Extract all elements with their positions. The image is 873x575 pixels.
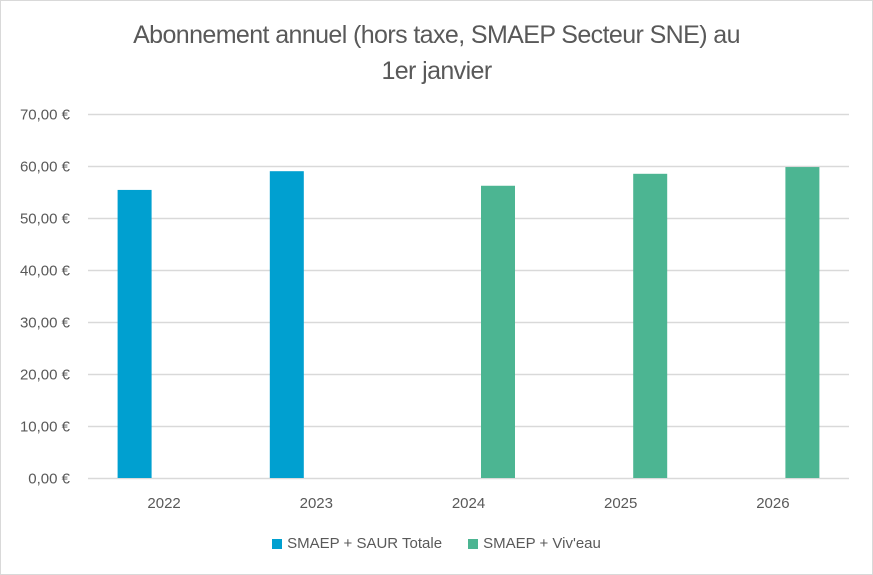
y-tick-label: 30,00 € — [20, 315, 71, 332]
y-tick-label: 70,00 € — [20, 107, 71, 124]
legend-swatch-saur — [272, 538, 283, 549]
legend-item-saur[interactable]: SMAEP + SAUR Totale — [272, 535, 442, 552]
x-tick-label: 2022 — [147, 495, 180, 512]
x-axis-ticks: 2022 2023 2024 2025 2026 — [147, 495, 789, 512]
x-tick-label: 2025 — [604, 495, 637, 512]
bar-2024[interactable] — [481, 185, 515, 478]
legend-label-viveau: SMAEP + Viv'eau — [483, 535, 601, 552]
chart-title: Abonnement annuel (hors taxe, SMAEP Sect… — [0, 17, 873, 89]
legend: SMAEP + SAUR Totale SMAEP + Viv'eau — [0, 535, 873, 552]
chart-title-line-2: 1er janvier — [381, 57, 492, 85]
bars — [117, 167, 820, 479]
legend-item-viveau[interactable]: SMAEP + Viv'eau — [468, 535, 601, 552]
gridlines — [88, 113, 849, 480]
bar-2025[interactable] — [633, 173, 668, 479]
x-tick-label: 2023 — [300, 495, 333, 512]
y-tick-label: 0,00 € — [28, 471, 70, 488]
y-tick-label: 50,00 € — [20, 211, 71, 228]
bar-2026[interactable] — [785, 167, 820, 479]
legend-swatch-viveau — [468, 538, 479, 549]
legend-label-saur: SMAEP + SAUR Totale — [287, 535, 443, 552]
bar-2022[interactable] — [117, 189, 152, 479]
bar-2023[interactable] — [269, 171, 304, 478]
y-tick-label: 40,00 € — [20, 263, 71, 280]
x-tick-label: 2026 — [756, 495, 789, 512]
x-tick-label: 2024 — [452, 495, 485, 512]
chart-title-line-1: Abonnement annuel (hors taxe, SMAEP Sect… — [133, 21, 740, 49]
y-axis-ticks: 0,00 € 10,00 € 20,00 € 30,00 € 40,00 € 50,00 … — [20, 107, 71, 488]
y-tick-label: 10,00 € — [20, 419, 71, 436]
y-tick-label: 20,00 € — [20, 367, 71, 384]
y-tick-label: 60,00 € — [20, 159, 71, 176]
